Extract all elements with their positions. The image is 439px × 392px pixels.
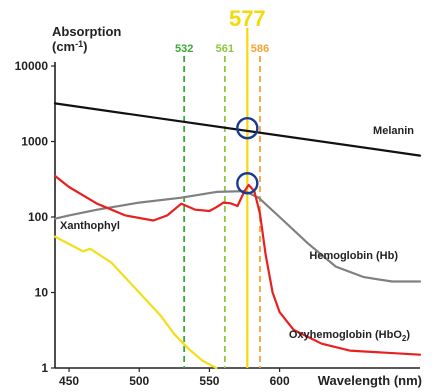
- highlight-circle-2: [236, 172, 259, 195]
- x-tick-label: 500: [129, 374, 149, 388]
- wavelength-label-577: 577: [229, 6, 266, 31]
- y-axis-unit-superscript: -1: [75, 39, 83, 49]
- series-label-xanthophyl: Xanthophyl: [60, 220, 120, 232]
- series-line-hemoglobin-hb: [53, 190, 422, 283]
- y-tick-label: 1000: [21, 135, 48, 149]
- x-tick-label: 550: [199, 374, 219, 388]
- y-tick-label: 1: [41, 361, 48, 375]
- series-label-hemoglobin-hb: Hemoglobin (Hb): [309, 250, 398, 262]
- x-axis-label: Wavelength (nm): [318, 373, 422, 388]
- y-tick-label: 10000: [15, 59, 49, 73]
- plot-area: 10000 1000 100 10 1 450 500 550 600 Wavelength (n…: [15, 6, 422, 388]
- wavelength-label-561: 561: [216, 43, 234, 55]
- wavelength-label-586: 586: [251, 43, 269, 55]
- highlight-circle-1: [236, 117, 259, 140]
- y-tick-label: 100: [28, 210, 48, 224]
- wavelength-label-532: 532: [175, 43, 193, 55]
- series-label-melanin: Melanin: [373, 125, 414, 137]
- series-line-oxyhemoglobin-hbo: [53, 174, 422, 356]
- y-axis-unit: (cm-1): [52, 39, 87, 54]
- series-label-oxyhemoglobin-hbo: Oxyhemoglobin (HbO2): [289, 329, 411, 343]
- y-axis-label: Absorption: [52, 24, 121, 39]
- x-tick-label: 600: [270, 374, 290, 388]
- series-line-xanthophyl: [53, 235, 218, 370]
- x-tick-label: 450: [59, 374, 79, 388]
- y-tick-label: 10: [35, 286, 49, 300]
